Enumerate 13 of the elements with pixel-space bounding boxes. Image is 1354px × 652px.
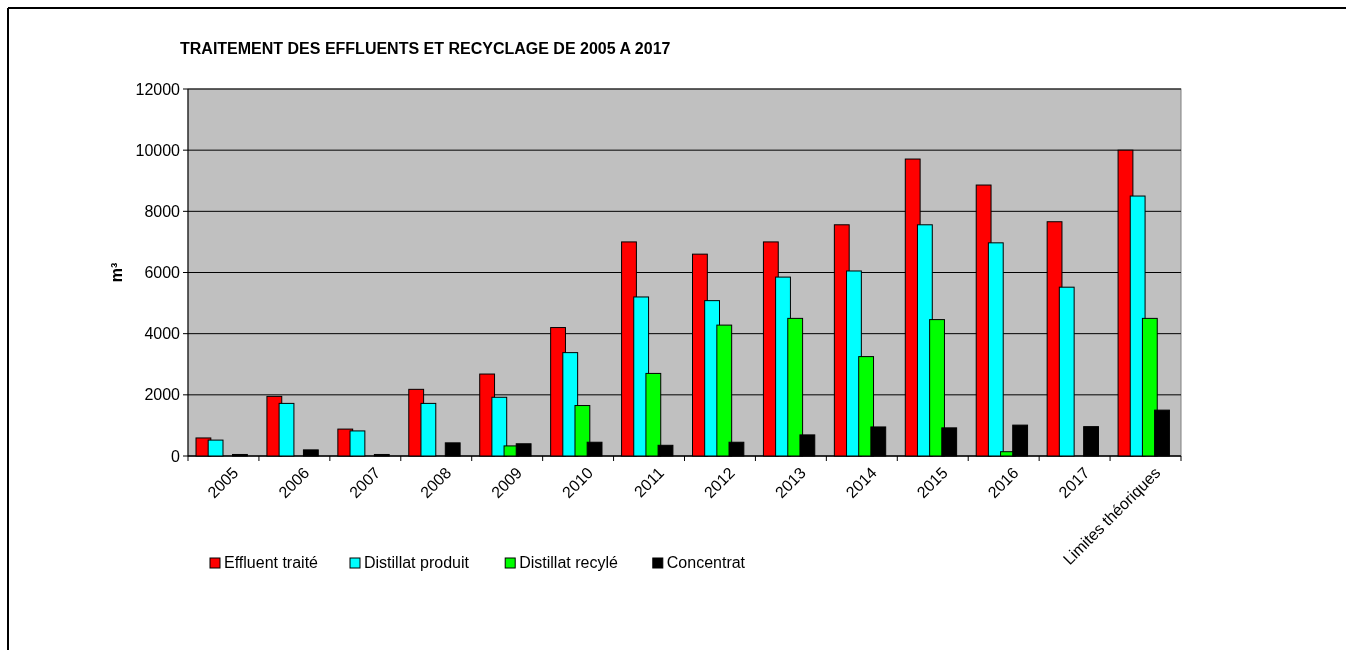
legend-label: Distillat produit (364, 554, 470, 571)
legend-label: Concentrat (666, 554, 746, 571)
y-tick-label: 12000 (135, 80, 181, 98)
legend-label: Distillat recylé (519, 554, 618, 571)
legend-label: Effluent traité (224, 554, 319, 571)
y-tick-label: 6000 (144, 264, 181, 282)
chart-title: TRAITEMENT DES EFFLUENTS ET RECYCLAGE DE 2005 A 2017 (180, 40, 671, 57)
y-tick-label: 2000 (144, 386, 181, 404)
y-tick-label: 4000 (144, 325, 181, 343)
y-tick-label: 0 (171, 447, 181, 465)
y-axis-title: m³ (108, 262, 125, 283)
y-tick-label: 8000 (144, 202, 181, 220)
y-tick-label: 10000 (135, 141, 181, 159)
